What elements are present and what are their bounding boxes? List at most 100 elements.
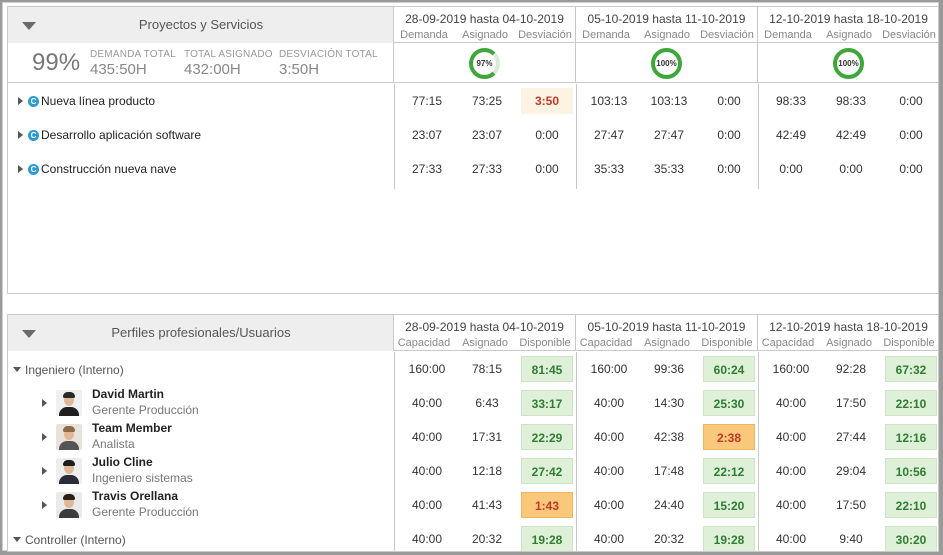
user-row[interactable]: Travis Orellana Gerente Producción 40:00 41… [8, 488, 938, 522]
collapse-arrow-icon[interactable] [13, 537, 21, 542]
week-range: 28-09-2019 hasta 04-10-2019 [405, 12, 564, 26]
value-cell: 40:00 [775, 430, 807, 444]
deviation-total-label: DESVIACIÓN TOTAL [279, 49, 378, 60]
value-cell: 27:44 [835, 430, 867, 444]
customer-badge-icon: C [28, 130, 39, 141]
profile-group-name[interactable]: Ingeniero (Interno) [25, 363, 124, 377]
project-name[interactable]: Nueva línea producto [41, 94, 156, 108]
col-divider [758, 84, 759, 189]
col-divider [758, 352, 759, 551]
project-name[interactable]: Desarrollo aplicación software [41, 128, 202, 142]
value-cell: 98:33 [835, 94, 867, 108]
user-name[interactable]: David Martin [92, 387, 165, 401]
value-cell: 98:33 [775, 94, 807, 108]
avatar [56, 492, 82, 518]
value-cell: 0:00 [899, 94, 923, 108]
profiles-header-title-cell: Perfiles profesionales/Usuarios [8, 315, 394, 351]
value-cell: 27:33 [471, 162, 503, 176]
avatar-body [59, 475, 79, 484]
value-cell: 160:00 [772, 362, 810, 376]
col-header: Asignado [644, 337, 690, 349]
expand-arrow-icon[interactable] [18, 97, 23, 105]
profile-group-name[interactable]: Controller (Interno) [25, 533, 126, 547]
progress-ring: 97% [469, 48, 500, 79]
value-cell: 160:00 [408, 362, 446, 376]
available-cell: 67:32 [885, 356, 937, 382]
user-row[interactable]: David Martin Gerente Producción 40:00 6:43 3… [8, 386, 938, 420]
progress-ring: 100% [651, 48, 682, 79]
col-header: Asignado [462, 337, 508, 349]
week-header: 12-10-2019 hasta 18-10-2019 Demanda Asig… [758, 7, 938, 43]
demand-total: DEMANDA TOTAL 435:50H [90, 49, 176, 78]
collapse-triangle-icon[interactable] [22, 22, 36, 30]
projects-rows: C Nueva línea producto 77:15 73:25 3:50 103:1… [8, 84, 938, 189]
week-progress-cell: 97% [394, 43, 576, 83]
project-row[interactable]: C Desarrollo aplicación software 23:07 23:0… [8, 118, 938, 152]
week-range: 12-10-2019 hasta 18-10-2019 [769, 12, 928, 26]
expand-arrow-icon[interactable] [18, 165, 23, 173]
week-header: 05-10-2019 hasta 11-10-2019 Capacidad As… [576, 315, 758, 351]
week-range: 12-10-2019 hasta 18-10-2019 [769, 320, 928, 334]
week-header: 05-10-2019 hasta 11-10-2019 Demanda Asig… [576, 7, 758, 43]
value-cell: 27:33 [411, 162, 443, 176]
col-header: Desviación [518, 29, 572, 41]
week-header: 28-09-2019 hasta 04-10-2019 Capacidad As… [394, 315, 576, 351]
user-name[interactable]: Travis Orellana [92, 489, 179, 503]
project-row[interactable]: C Construcción nueva nave 27:33 27:33 0:00 35… [8, 152, 938, 186]
collapse-arrow-icon[interactable] [13, 367, 21, 372]
expand-arrow-icon[interactable] [42, 399, 47, 407]
value-cell: 35:33 [593, 162, 625, 176]
col-header: Asignado [644, 29, 690, 41]
value-cell: 20:32 [471, 532, 503, 546]
col-divider [394, 352, 395, 551]
value-cell: 14:30 [653, 396, 685, 410]
avatar-body [59, 441, 79, 450]
avatar-hair [63, 426, 75, 432]
profiles-rows: Ingeniero (Interno) 160:00 78:15 81:45 160:0… [8, 352, 938, 551]
user-row[interactable]: Julio Cline Ingeniero sistemas 40:00 12:18 2… [8, 454, 938, 488]
value-cell: 40:00 [411, 532, 443, 546]
value-cell: 40:00 [411, 396, 443, 410]
project-row[interactable]: C Nueva línea producto 77:15 73:25 3:50 103:1… [8, 84, 938, 118]
avatar-body [59, 509, 79, 518]
user-row[interactable]: Team Member Analista 40:00 17:31 22:29 40:00 4… [8, 420, 938, 454]
week-range: 05-10-2019 hasta 11-10-2019 [587, 320, 746, 334]
project-name[interactable]: Construcción nueva nave [41, 162, 177, 176]
user-name[interactable]: Julio Cline [92, 455, 153, 469]
avatar-head [64, 394, 74, 406]
col-header: Demanda [582, 29, 630, 41]
value-cell: 40:00 [411, 498, 443, 512]
value-cell: 40:00 [775, 464, 807, 478]
available-cell: 22:12 [703, 458, 755, 484]
value-cell: 3:50 [521, 88, 573, 114]
col-header: Demanda [400, 29, 448, 41]
deviation-total: DESVIACIÓN TOTAL 3:50H [279, 49, 378, 78]
week-progress-cell: 100% [576, 43, 758, 83]
user-role: Gerente Producción [92, 505, 199, 519]
value-cell: 17:50 [835, 498, 867, 512]
value-cell: 12:18 [471, 464, 503, 478]
avatar-head [64, 462, 74, 474]
avatar-body [59, 407, 79, 416]
value-cell: 6:43 [475, 396, 499, 410]
expand-arrow-icon[interactable] [42, 467, 47, 475]
profile-group-row[interactable]: Ingeniero (Interno) 160:00 78:15 81:45 160:0… [8, 352, 938, 386]
user-name[interactable]: Team Member [92, 421, 172, 435]
available-cell: 22:10 [885, 492, 937, 518]
collapse-triangle-icon[interactable] [22, 330, 36, 338]
avatar-hair [63, 460, 75, 466]
value-cell: 0:00 [779, 162, 803, 176]
demand-total-label: DEMANDA TOTAL [90, 49, 176, 60]
value-cell: 27:47 [593, 128, 625, 142]
profile-group-row[interactable]: Controller (Interno) 40:00 20:32 19:28 40:00… [8, 522, 938, 551]
overall-percent: 99% [32, 49, 81, 76]
available-cell: 10:56 [885, 458, 937, 484]
expand-arrow-icon[interactable] [42, 501, 47, 509]
expand-arrow-icon[interactable] [18, 131, 23, 139]
projects-panel-title: Proyectos y Servicios [138, 17, 264, 32]
week-header: 28-09-2019 hasta 04-10-2019 Demanda Asig… [394, 7, 576, 43]
available-cell: 30:20 [885, 526, 937, 551]
expand-arrow-icon[interactable] [42, 433, 47, 441]
available-cell: 15:20 [703, 492, 755, 518]
